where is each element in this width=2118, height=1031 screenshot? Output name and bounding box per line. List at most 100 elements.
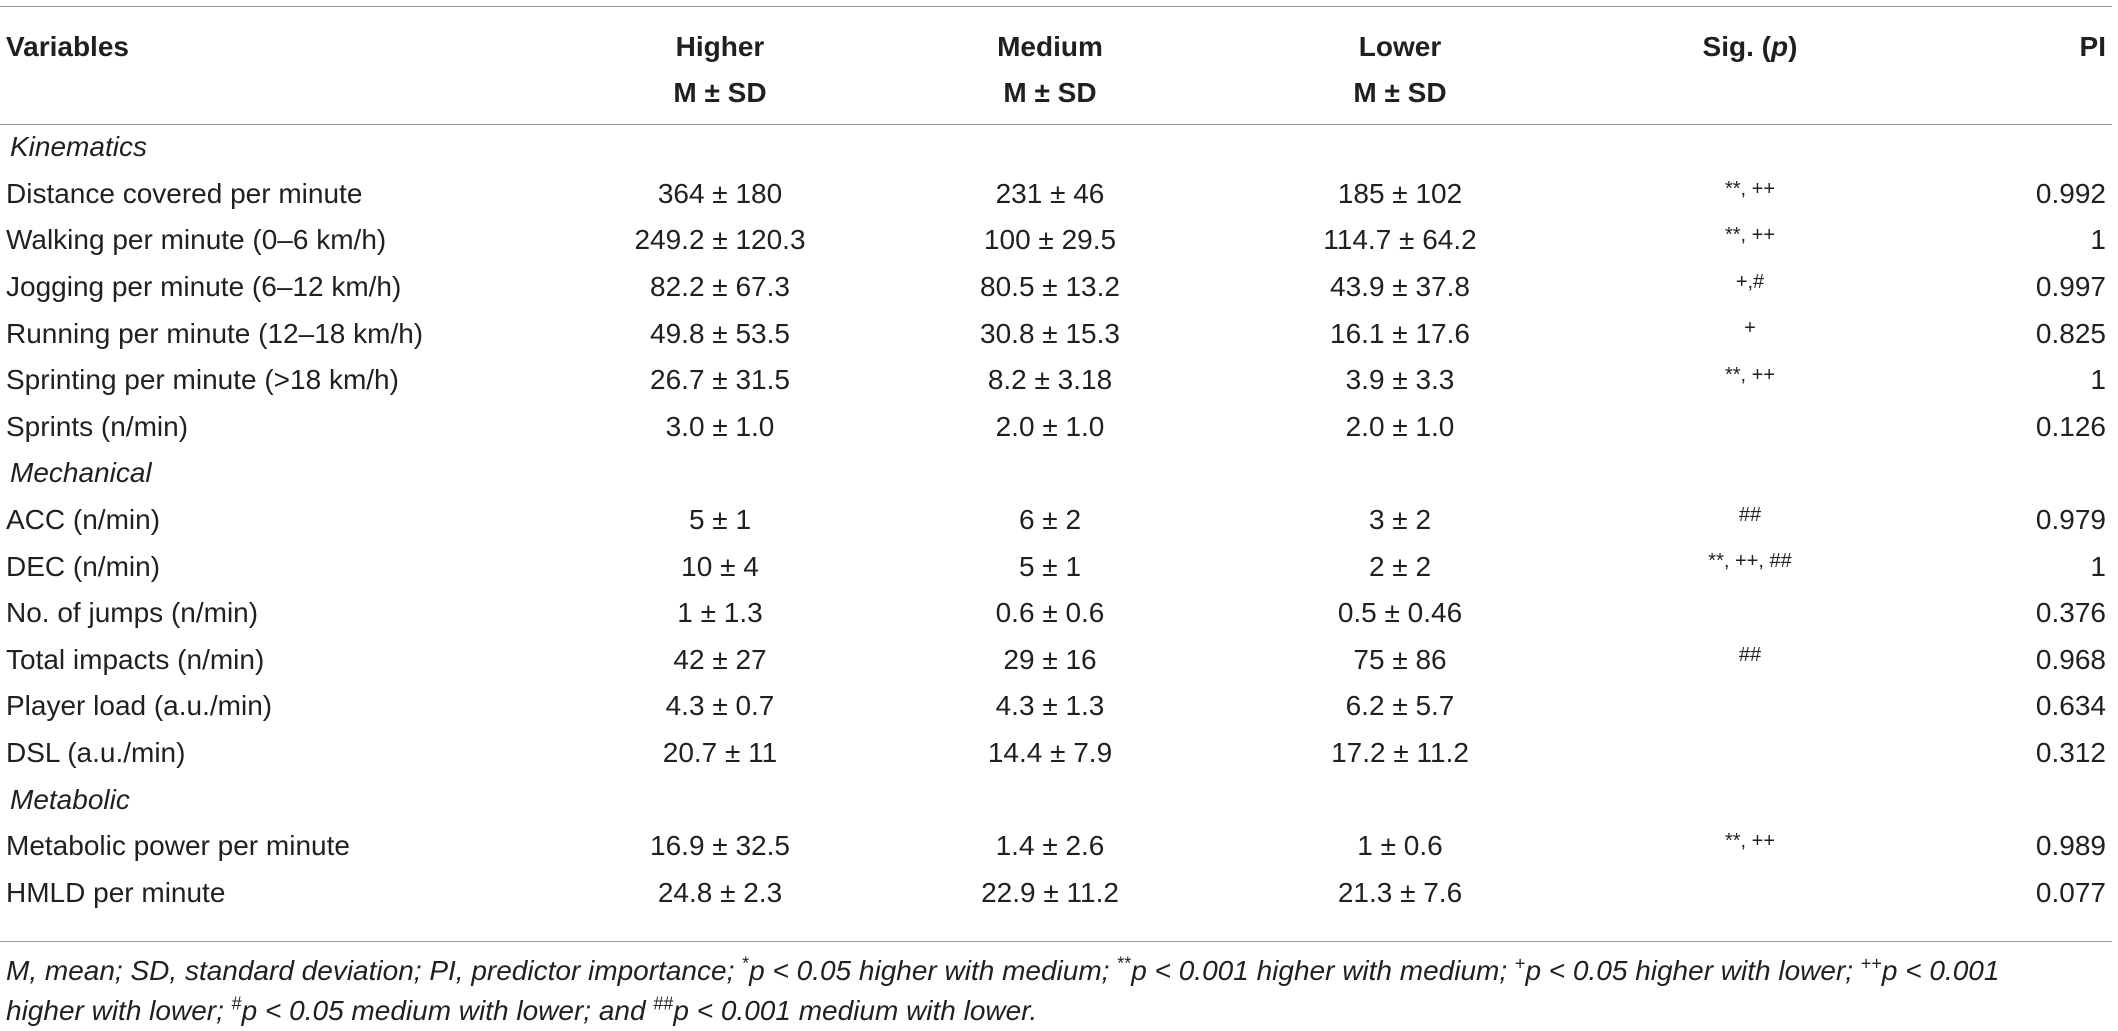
cell-medium: 0.6 ± 0.6 xyxy=(995,597,1105,629)
cell-higher: 10 ± 4 xyxy=(681,550,759,582)
header-higher: Higher M ± SD xyxy=(560,6,880,116)
section-row: Kinematics xyxy=(0,116,2112,171)
row-label: Metabolic power per minute xyxy=(6,830,350,862)
cell-higher: 5 ± 1 xyxy=(688,504,752,536)
cell-predictor-importance: 0.126 xyxy=(2035,410,2106,442)
header-lower-stat: M ± SD xyxy=(1353,77,1447,108)
cell-lower: 1 ± 0.6 xyxy=(1357,830,1443,862)
row-label: Running per minute (12–18 km/h) xyxy=(6,317,424,349)
table-row: Sprints (n/min) 3.0 ± 1.0 2.0 ± 1.0 2.0 ± 1… xyxy=(0,404,2112,451)
bottom-rule xyxy=(0,941,2112,942)
cell-significance: **, ++ xyxy=(1724,363,1776,386)
row-label: Player load (a.u./min) xyxy=(6,690,273,722)
cell-medium: 29 ± 16 xyxy=(1003,643,1097,675)
header-medium: Medium M ± SD xyxy=(880,6,1220,116)
cell-predictor-importance: 0.997 xyxy=(2035,271,2106,303)
cell-significance xyxy=(1580,683,1920,730)
header-rule xyxy=(0,124,2112,125)
cell-predictor-importance: 0.979 xyxy=(2035,504,2106,536)
row-label: Total impacts (n/min) xyxy=(6,643,265,675)
results-table: Variables Higher M ± SD Medium M ± SD Lo… xyxy=(0,6,2112,916)
cell-medium: 8.2 ± 3.18 xyxy=(987,364,1113,396)
cell-predictor-importance: 0.312 xyxy=(2035,737,2106,769)
row-label: HMLD per minute xyxy=(6,876,226,908)
header-medium-label: Medium xyxy=(997,31,1103,62)
row-label: Sprints (n/min) xyxy=(6,410,189,442)
row-label: ACC (n/min) xyxy=(6,504,161,536)
header-pi: PI xyxy=(2079,31,2106,62)
cell-lower: 2.0 ± 1.0 xyxy=(1345,410,1455,442)
table-row: Sprinting per minute (>18 km/h) 26.7 ± 31… xyxy=(0,357,2112,404)
cell-lower: 3 ± 2 xyxy=(1368,504,1432,536)
table-row: HMLD per minute 24.8 ± 2.3 22.9 ± 11.2 21.3… xyxy=(0,870,2112,917)
table-row: No. of jumps (n/min) 1 ± 1.3 0.6 ± 0.6 0.5 … xyxy=(0,590,2112,637)
table-row: DSL (a.u./min) 20.7 ± 11 14.4 ± 7.9 17.2 ± … xyxy=(0,730,2112,777)
table-row: DEC (n/min) 10 ± 4 5 ± 1 2 ± 2 **, ++, ## 1 xyxy=(0,543,2112,590)
top-rule xyxy=(0,6,2112,7)
table-row: Running per minute (12–18 km/h) 49.8 ± 53… xyxy=(0,310,2112,357)
cell-higher: 364 ± 180 xyxy=(657,177,783,209)
cell-higher: 42 ± 27 xyxy=(673,643,767,675)
cell-lower: 43.9 ± 37.8 xyxy=(1330,271,1470,303)
row-label: DSL (a.u./min) xyxy=(6,737,186,769)
cell-predictor-importance: 1 xyxy=(2090,550,2106,582)
footnote-line-2: higher with lower; #p < 0.05 medium with… xyxy=(6,993,1038,1026)
cell-predictor-importance: 0.825 xyxy=(2035,317,2106,349)
cell-predictor-importance: 0.989 xyxy=(2035,830,2106,862)
cell-higher: 20.7 ± 11 xyxy=(662,737,778,769)
cell-medium: 231 ± 46 xyxy=(995,177,1105,209)
table-body: Kinematics Distance covered per minute 364… xyxy=(0,116,2112,916)
cell-higher: 26.7 ± 31.5 xyxy=(650,364,790,396)
cell-lower: 114.7 ± 64.2 xyxy=(1323,224,1477,256)
cell-lower: 17.2 ± 11.2 xyxy=(1331,737,1469,769)
cell-medium: 2.0 ± 1.0 xyxy=(995,410,1105,442)
section-title: Metabolic xyxy=(10,783,130,815)
table-row: Metabolic power per minute 16.9 ± 32.5 1.4… xyxy=(0,823,2112,870)
table-row: ACC (n/min) 5 ± 1 6 ± 2 3 ± 2 ## 0.979 xyxy=(0,497,2112,544)
header-medium-stat: M ± SD xyxy=(1003,77,1097,108)
cell-lower: 16.1 ± 17.6 xyxy=(1330,317,1470,349)
cell-predictor-importance: 0.992 xyxy=(2035,177,2106,209)
section-row: Mechanical xyxy=(0,450,2112,497)
header-higher-label: Higher xyxy=(675,31,765,62)
table-row: Player load (a.u./min) 4.3 ± 0.7 4.3 ± 1.3… xyxy=(0,683,2112,730)
cell-predictor-importance: 0.077 xyxy=(2035,876,2106,908)
cell-significance: +,# xyxy=(1735,270,1765,293)
header-sig: Sig. (p) xyxy=(1702,31,1798,62)
header-row: Variables Higher M ± SD Medium M ± SD Lo… xyxy=(0,6,2112,116)
header-higher-stat: M ± SD xyxy=(673,77,767,108)
cell-significance: ## xyxy=(1738,503,1762,526)
cell-significance: **, ++ xyxy=(1724,224,1776,247)
row-label: No. of jumps (n/min) xyxy=(6,597,259,629)
cell-higher: 3.0 ± 1.0 xyxy=(665,410,775,442)
header-variables: Variables xyxy=(6,31,129,62)
cell-significance xyxy=(1580,870,1920,917)
cell-predictor-importance: 1 xyxy=(2090,364,2106,396)
cell-medium: 30.8 ± 15.3 xyxy=(980,317,1120,349)
section-row: Metabolic xyxy=(0,776,2112,823)
table-row: Walking per minute (0–6 km/h) 249.2 ± 120… xyxy=(0,217,2112,264)
cell-medium: 1.4 ± 2.6 xyxy=(995,830,1105,862)
cell-higher: 4.3 ± 0.7 xyxy=(665,690,775,722)
cell-significance: **, ++ xyxy=(1724,829,1776,852)
header-lower-label: Lower xyxy=(1358,31,1442,62)
cell-higher: 24.8 ± 2.3 xyxy=(657,876,783,908)
cell-predictor-importance: 0.634 xyxy=(2035,690,2106,722)
cell-lower: 6.2 ± 5.7 xyxy=(1345,690,1455,722)
cell-higher: 49.8 ± 53.5 xyxy=(650,317,790,349)
cell-predictor-importance: 0.968 xyxy=(2035,643,2106,675)
row-label: DEC (n/min) xyxy=(6,550,161,582)
cell-lower: 0.5 ± 0.46 xyxy=(1337,597,1463,629)
row-label: Distance covered per minute xyxy=(6,177,363,209)
cell-higher: 1 ± 1.3 xyxy=(677,597,763,629)
cell-higher: 249.2 ± 120.3 xyxy=(634,224,806,256)
cell-medium: 22.9 ± 11.2 xyxy=(981,876,1119,908)
section-title: Kinematics xyxy=(10,131,147,163)
cell-medium: 5 ± 1 xyxy=(1018,550,1082,582)
header-lower: Lower M ± SD xyxy=(1220,6,1580,116)
cell-medium: 14.4 ± 7.9 xyxy=(987,737,1113,769)
table-row: Jogging per minute (6–12 km/h) 82.2 ± 67.… xyxy=(0,264,2112,311)
cell-significance: **, ++, ## xyxy=(1708,550,1792,573)
cell-lower: 2 ± 2 xyxy=(1368,550,1432,582)
